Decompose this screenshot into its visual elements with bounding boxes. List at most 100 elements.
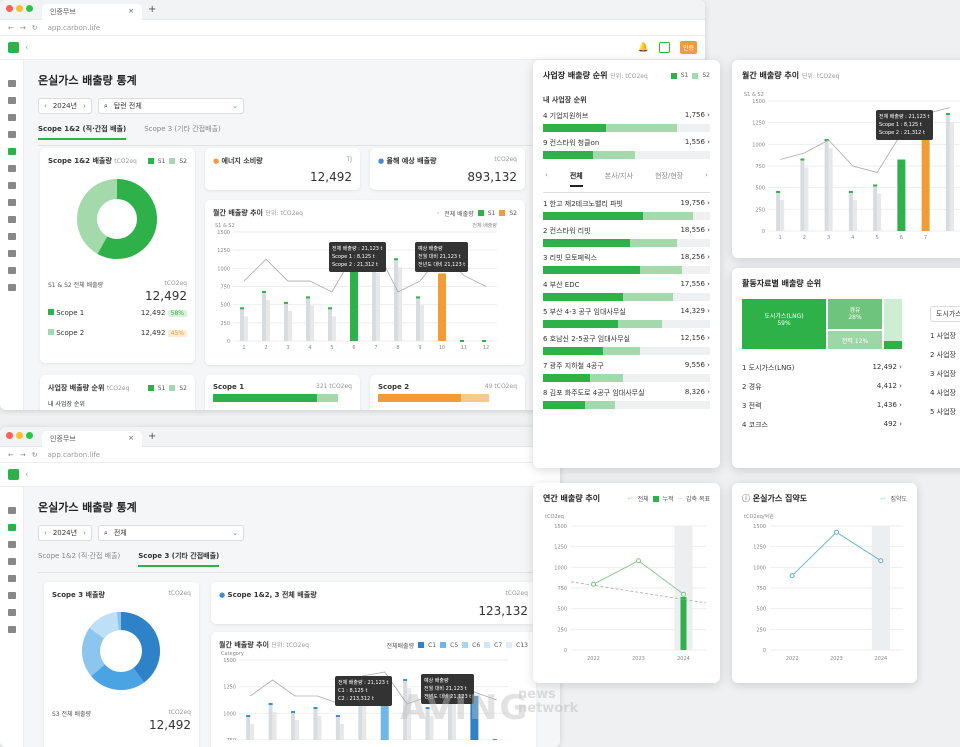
user-badge[interactable]: 인증 (679, 41, 697, 54)
rank-row[interactable]: 5 부산 4-3 공구 임대사무실 14,329 › (543, 307, 710, 328)
activity-row[interactable]: 3 전력 1,436 › (742, 401, 902, 410)
next-icon[interactable]: › (705, 171, 708, 179)
window-controls-2[interactable] (6, 432, 36, 441)
new-tab-icon[interactable]: + (148, 431, 157, 442)
tab-scope3-2[interactable]: Scope 3 (기타 간접배출) (138, 551, 220, 567)
bar-icon[interactable] (7, 250, 16, 257)
browser-tab-2[interactable]: 인증무브 × (42, 430, 142, 447)
building-icon[interactable] (7, 97, 16, 104)
new-tab-icon[interactable]: + (148, 4, 157, 15)
back-icon[interactable]: ← (8, 450, 14, 459)
tab-site[interactable]: 현장/현장 (654, 172, 684, 180)
bar (246, 716, 251, 740)
prev-icon[interactable]: ‹ (44, 529, 47, 537)
address-bar[interactable]: ← → ↻ app.carbon.life (0, 20, 705, 36)
forward-icon[interactable]: → (19, 23, 26, 32)
tab-scope12-2[interactable]: Scope 1&2 (직·간접 배출) (38, 552, 121, 560)
back-icon[interactable]: ← (8, 23, 14, 32)
monthly-chart-card-2: 월간 배출량 추이 단위: tCO2eq 전체배출량 C1 C5 C6 C7 C13 15… (211, 632, 536, 747)
activity-site-row[interactable]: 3 사업장 (930, 370, 956, 378)
tab-scope12[interactable]: Scope 1&2 (직·간접 배출) (38, 124, 127, 140)
reload-icon[interactable]: ↻ (31, 23, 38, 32)
bar (335, 716, 340, 740)
gas-select[interactable]: 도시가스 (930, 306, 960, 322)
year-select[interactable]: ‹ 2024년 › (38, 98, 92, 114)
rank-row[interactable]: 1 한고 제2테크노밸리 파빗 19,756 › (543, 199, 710, 220)
edit-icon[interactable] (7, 165, 16, 172)
address-bar-2[interactable]: ← → ↻ app.carbon.life (0, 447, 560, 463)
rank-row[interactable]: 3 리빗 모토페릭스 18,256 › (543, 253, 710, 274)
window-controls[interactable] (6, 5, 36, 14)
doc-icon[interactable] (7, 626, 16, 633)
rank-row[interactable]: 8 김포 화주도로 4공구 임대사무실 8,326 › (543, 388, 710, 409)
rank-row[interactable]: 6 호남신 2-5공구 임대사무실 12,156 › (543, 334, 710, 355)
rank-row[interactable]: 2 컨스타워 리빗 18,556 › (543, 226, 710, 247)
treemap-lng[interactable]: 도시가스(LNG) 59% (742, 299, 826, 349)
activity-site-row[interactable]: 1 사업장 (930, 332, 956, 340)
next-icon[interactable]: › (83, 529, 86, 537)
info-icon[interactable]: ⓘ (742, 494, 750, 503)
treemap-diesel[interactable]: 경유 28% (828, 299, 882, 329)
chart-icon[interactable] (7, 216, 16, 223)
close-icon[interactable]: × (128, 6, 134, 15)
globe-icon[interactable] (7, 609, 16, 616)
site-select[interactable]: ⌕ 탑런 전체 ⌄ (97, 98, 244, 114)
browser-window-bottom: 인증무브 × + ← → ↻ app.carbon.life ‹ 온실가스 배출량 통계… (0, 427, 560, 747)
activity-site-row[interactable]: 5 사업장 (930, 408, 956, 416)
tab-scope3[interactable]: Scope 3 (기타 간접배출) (144, 125, 221, 133)
browser-tab[interactable]: 인증무브 × (42, 3, 142, 20)
people-icon[interactable] (7, 131, 16, 138)
user-icon[interactable] (7, 507, 16, 514)
logo-icon[interactable] (8, 42, 19, 53)
reload-icon[interactable]: ↻ (31, 450, 38, 459)
prev-icon[interactable]: ‹ (545, 171, 548, 179)
grid-icon[interactable] (658, 42, 670, 53)
download-icon[interactable] (7, 558, 16, 565)
activity-site-row[interactable]: 4 사업장 (930, 389, 956, 397)
treemap-other[interactable] (884, 299, 902, 349)
people-icon[interactable] (7, 575, 16, 582)
building-icon[interactable] (7, 541, 16, 548)
activity-row[interactable]: 2 경유 4,412 › (742, 382, 902, 391)
tab-hq[interactable]: 본사/지사 (604, 172, 633, 180)
forward-icon[interactable]: → (19, 450, 26, 459)
tab-title-2: 인증무브 (50, 434, 76, 443)
my-rank-list: 4 기업지원허브 1,756 › 9 컨스타워 청클on 1,556 › (543, 111, 710, 159)
rank-row[interactable]: 4 부산 EDC 17,556 › (543, 280, 710, 301)
x-tick-label: 2022 (786, 656, 799, 662)
next-icon[interactable]: › (83, 102, 86, 110)
bar (288, 310, 292, 341)
settings-icon[interactable] (7, 284, 16, 291)
bell-icon[interactable]: 🔔 (637, 42, 649, 53)
activity-row[interactable]: 1 도시가스(LNG) 12,492 › (742, 363, 902, 372)
user-icon[interactable] (7, 80, 16, 87)
stats-icon[interactable] (7, 524, 16, 531)
file-icon[interactable] (7, 233, 16, 240)
treemap-power[interactable]: 전력 12% (828, 331, 882, 349)
collapse-icon[interactable]: ‹ (25, 42, 29, 53)
data-point (878, 558, 884, 564)
x-tick-label: 2023 (632, 656, 645, 662)
my-rank-row[interactable]: 9 컨스타워 청클on 1,556 › (543, 138, 710, 159)
stats-icon[interactable] (7, 148, 16, 155)
year-select-2[interactable]: ‹ 2024년 › (38, 525, 92, 541)
tab-all[interactable]: 전체 (569, 171, 583, 187)
y-tick-label: 750 (557, 586, 567, 592)
url-text-2[interactable]: app.carbon.life (47, 450, 101, 459)
prev-icon[interactable]: ‹ (44, 102, 47, 110)
activity-row[interactable]: 4 코크스 492 › (742, 420, 902, 429)
site-select-2[interactable]: ⌕ 전체 ⌄ (97, 525, 244, 541)
activity-site-row[interactable]: 2 사업장 (930, 351, 956, 359)
edit-icon[interactable] (7, 592, 16, 599)
doc-icon[interactable] (7, 199, 16, 206)
download-icon[interactable] (7, 114, 16, 121)
close-icon[interactable]: × (128, 433, 134, 442)
collapse-icon[interactable]: ‹ (25, 469, 29, 480)
report-icon[interactable] (7, 267, 16, 274)
my-rank-row[interactable]: 4 기업지원허브 1,756 › (543, 111, 710, 132)
logo-icon[interactable] (8, 469, 19, 480)
url-text[interactable]: app.carbon.life (47, 23, 101, 32)
rank-row[interactable]: 7 광주 지하철 4공구 9,556 › (543, 361, 710, 382)
globe-icon[interactable] (7, 182, 16, 189)
